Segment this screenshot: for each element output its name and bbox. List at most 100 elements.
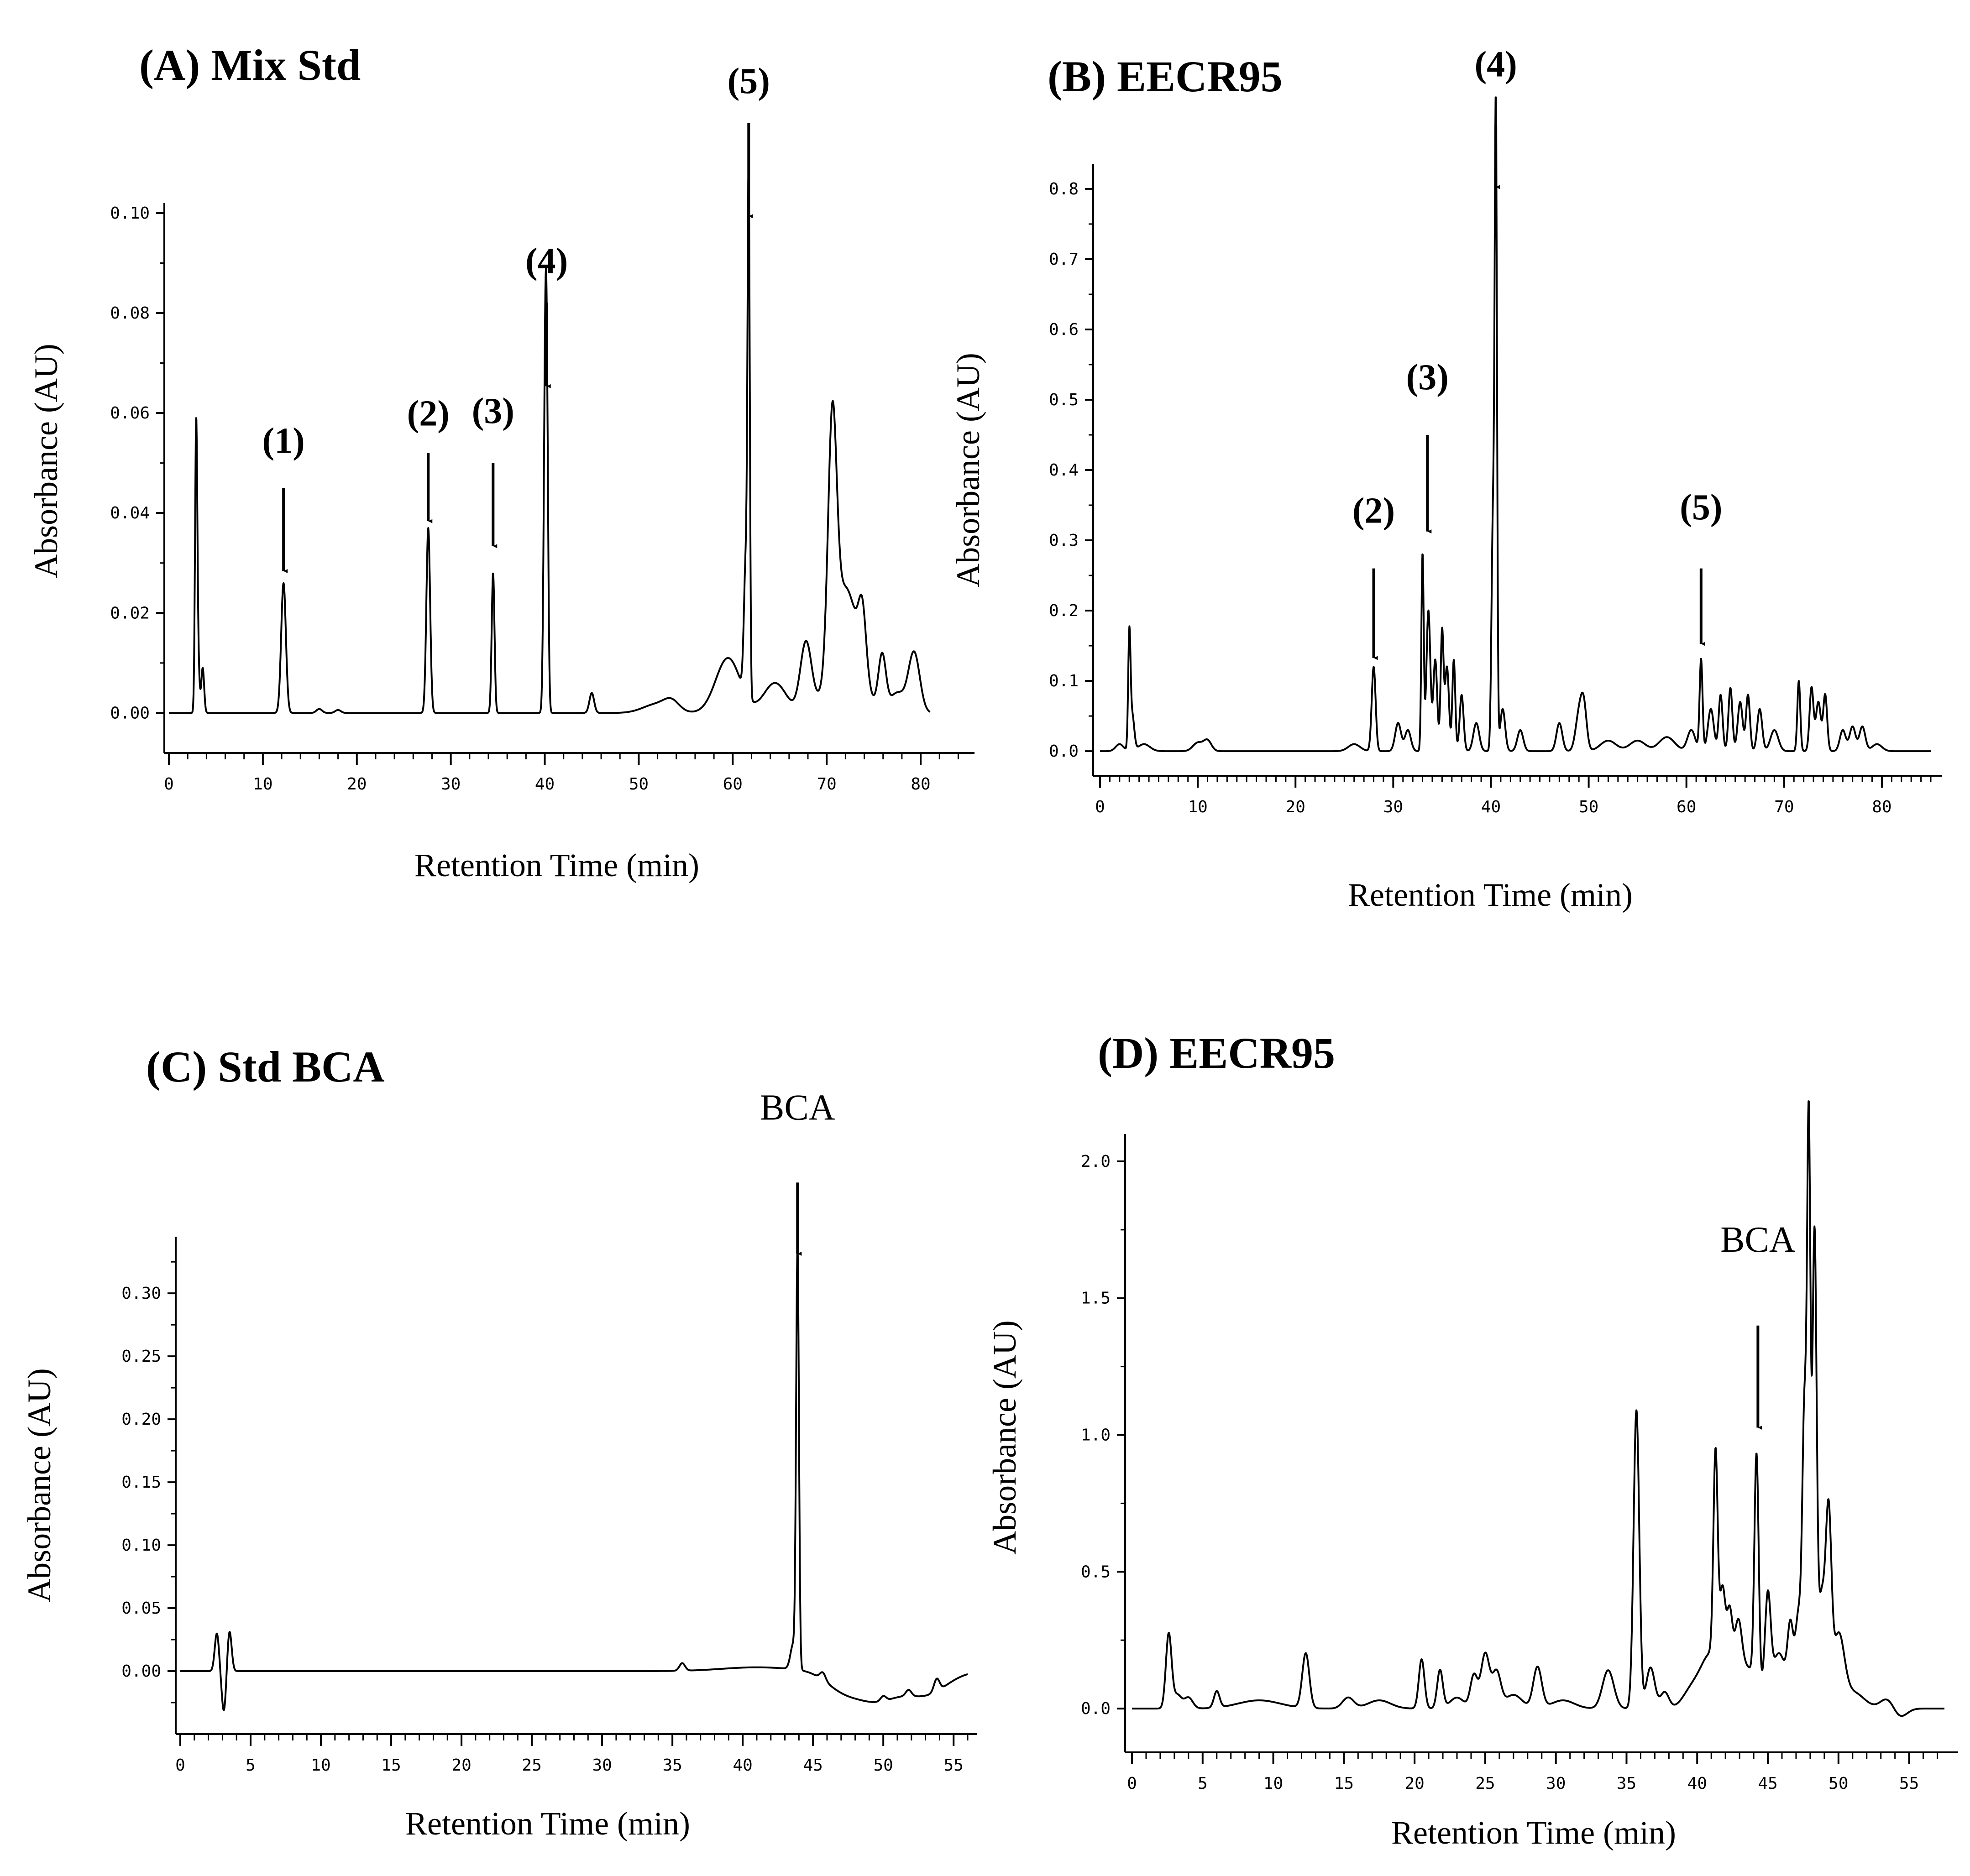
panel-a: (A) Mix Std 0.00 0.02 0.04 0.06 0.08 0.10 0 10 2… (28, 41, 975, 883)
panel-a-y-tick-label: 0.02 (110, 604, 150, 622)
panel-d-x-tick-label: 25 (1475, 1774, 1495, 1793)
panel-a-peak-label: (2) (407, 393, 450, 434)
panel-b-y-tick-label: 0.1 (1049, 672, 1079, 690)
panel-c-title: (C) Std BCA (146, 1042, 385, 1091)
panel-c-y-tick-label: 0.15 (121, 1473, 161, 1492)
panel-d-x-tick-label: 45 (1758, 1774, 1777, 1793)
panel-d-y-tick-label: 2.0 (1081, 1152, 1111, 1171)
panel-b-y-tick-label: 0.6 (1049, 320, 1079, 339)
panel-a-x-tick-label: 80 (911, 775, 930, 794)
panel-c-x-tick-label: 20 (451, 1756, 471, 1775)
panel-b-axes: 0.0 0.1 0.2 0.3 0.4 0.5 0.6 0.7 0.8 0 10 20 30 40 50 60… (1049, 164, 1942, 816)
panel-d-x-tick-label: 35 (1617, 1774, 1636, 1793)
panel-a-title: (A) Mix Std (139, 41, 361, 89)
panel-d-x-tick-label: 5 (1198, 1774, 1208, 1793)
panel-c-y-tick-label: 0.00 (121, 1662, 161, 1681)
panel-b-y-tick-label: 0.3 (1049, 531, 1079, 550)
panel-d-x-tick-label: 10 (1263, 1774, 1283, 1793)
panel-a-y-tick-label: 0.00 (110, 704, 150, 722)
panel-b-peak-label: (2) (1352, 491, 1395, 531)
panel-a-y-axis-label: Absorbance (AU) (28, 344, 64, 578)
panel-b-x-tick-label: 0 (1095, 798, 1105, 816)
panel-b-annotations: (2) (3) (4) (5) (1352, 44, 1722, 660)
panel-b-y-tick-label: 0.5 (1049, 391, 1079, 409)
panel-b-x-tick-label: 50 (1579, 798, 1598, 816)
panel-d-x-tick-label: 30 (1546, 1774, 1566, 1793)
panel-a-axes: 0.00 0.02 0.04 0.06 0.08 0.10 0 10 20 30 40 50 60 70 8… (110, 203, 975, 794)
panel-b-x-tick-label: 20 (1286, 798, 1305, 816)
panel-c-x-tick-label: 25 (522, 1756, 541, 1775)
panel-c-annotations: BCA (760, 1087, 835, 1256)
panel-a-y-tick-label: 0.06 (110, 404, 150, 423)
panel-d-x-axis-label: Retention Time (min) (1391, 1814, 1676, 1851)
panel-a-x-tick-label: 10 (253, 775, 272, 794)
panel-b-x-axis-label: Retention Time (min) (1348, 877, 1633, 913)
panel-b-y-tick-label: 0.4 (1049, 461, 1079, 480)
panel-b-title: (B) EECR95 (1048, 52, 1283, 101)
panel-a-peak-label: (4) (525, 241, 568, 281)
panel-d-series (1131, 1100, 1945, 1717)
panel-d-x-tick-label: 55 (1899, 1774, 1919, 1793)
panel-d-title: (D) EECR95 (1098, 1029, 1335, 1077)
panel-b-y-tick-label: 0.2 (1049, 601, 1079, 620)
panel-b-y-tick-label: 0.7 (1049, 250, 1079, 269)
panel-a-y-tick-label: 0.10 (110, 204, 150, 223)
panel-d-y-axis-label: Absorbance (AU) (986, 1320, 1023, 1555)
panel-c-peak-label: BCA (760, 1087, 835, 1128)
panel-b-x-tick-label: 70 (1774, 798, 1794, 816)
panel-a-peak-label: (3) (472, 391, 514, 431)
panel-d-peak-label: BCA (1720, 1220, 1796, 1260)
panel-d-y-tick-label: 0.0 (1081, 1699, 1111, 1718)
panel-d-x-tick-label: 20 (1404, 1774, 1424, 1793)
panel-c-x-tick-label: 10 (311, 1756, 330, 1775)
panel-c-y-tick-label: 0.20 (121, 1410, 161, 1429)
panel-c-y-tick-label: 0.25 (121, 1347, 161, 1366)
panel-c-axes: 0.00 0.05 0.10 0.15 0.20 0.25 0.30 0 5 10 15 20 25 30… (121, 1237, 977, 1775)
panel-d-axes: 0.0 0.5 1.0 1.5 2.0 0 5 10 15 20 25 30 35 40 45 50 55 (1081, 1134, 1958, 1793)
panel-a-x-tick-label: 40 (535, 775, 555, 794)
panel-b-y-tick-label: 0.8 (1049, 180, 1079, 199)
panel-c-chromatogram-line (179, 1245, 969, 1711)
panel-c-x-tick-label: 0 (175, 1756, 185, 1775)
panel-a-x-tick-label: 60 (723, 775, 743, 794)
panel-c-x-tick-label: 45 (803, 1756, 823, 1775)
panel-c-y-tick-label: 0.30 (121, 1284, 161, 1303)
panel-a-x-tick-label: 70 (817, 775, 836, 794)
panel-c-x-tick-label: 55 (944, 1756, 964, 1775)
panel-a-x-tick-label: 20 (347, 775, 367, 794)
panel-d-chromatogram-line (1131, 1100, 1945, 1717)
panel-d-y-tick-label: 0.5 (1081, 1562, 1111, 1581)
panel-d-y-tick-label: 1.0 (1081, 1426, 1111, 1445)
panel-b-y-axis-label: Absorbance (AU) (950, 353, 986, 587)
panel-a-peak-label: (5) (728, 61, 770, 101)
panel-a-x-tick-label: 0 (164, 775, 174, 794)
panel-a-series (168, 162, 931, 714)
panel-b-series (1099, 96, 1932, 752)
panel-a-x-axis-label: Retention Time (min) (414, 847, 699, 883)
panel-b-x-tick-label: 10 (1188, 798, 1207, 816)
panel-a-y-tick-label: 0.04 (110, 504, 150, 523)
panel-c-x-tick-label: 15 (381, 1756, 401, 1775)
panel-a-annotations: (1) (2) (3) (4) (5) (262, 61, 770, 574)
panel-c-y-tick-label: 0.05 (121, 1599, 161, 1618)
panel-b-x-tick-label: 80 (1872, 798, 1891, 816)
panel-c-x-tick-label: 40 (733, 1756, 752, 1775)
panel-c-x-tick-label: 5 (246, 1756, 256, 1775)
panel-b-chromatogram-line (1099, 96, 1932, 752)
panel-a-x-tick-label: 30 (441, 775, 461, 794)
panel-d-y-tick-label: 1.5 (1081, 1289, 1111, 1308)
panel-b-y-tick-label: 0.0 (1049, 742, 1079, 761)
panel-b-peak-label: (5) (1680, 487, 1722, 528)
panel-c-x-axis-label: Retention Time (min) (405, 1805, 690, 1842)
panel-c-y-axis-label: Absorbance (AU) (21, 1368, 58, 1603)
panel-a-peak-label: (1) (262, 421, 305, 461)
panel-d: (D) EECR95 0.0 0.5 1.0 1.5 2.0 0 5 10 15 20 25 30 35… (986, 1029, 1958, 1851)
panel-b-peak-label: (3) (1406, 357, 1449, 397)
panel-c-x-tick-label: 50 (873, 1756, 893, 1775)
panel-a-y-tick-label: 0.08 (110, 304, 150, 323)
panel-b-x-tick-label: 40 (1481, 798, 1501, 816)
panel-a-chromatogram-line (168, 162, 931, 714)
panel-d-x-tick-label: 40 (1687, 1774, 1707, 1793)
panel-a-x-tick-label: 50 (629, 775, 649, 794)
